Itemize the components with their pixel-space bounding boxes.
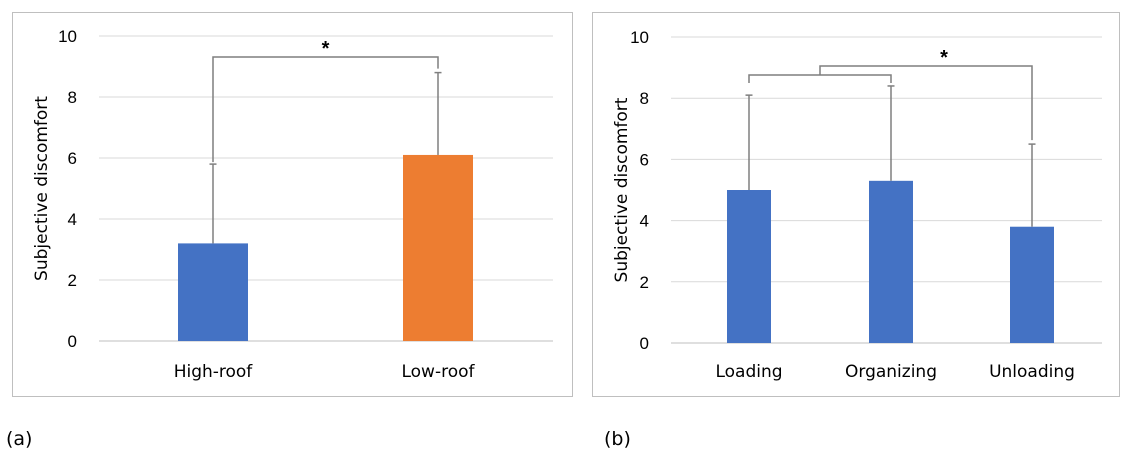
bar-unloading	[1010, 226, 1054, 343]
bar-loading	[727, 190, 771, 343]
y-tick-label-2: 2	[640, 273, 649, 292]
y-tick-label-8: 8	[640, 89, 649, 108]
significance-inner-bracket	[748, 74, 892, 83]
y-tick-label-6: 6	[68, 149, 77, 168]
y-tick-label-0: 0	[640, 334, 649, 353]
x-tick-label-low-roof: Low-roof	[401, 362, 475, 382]
x-tick-label-organizing: Organizing	[845, 362, 937, 382]
panel-label-b: (b)	[604, 428, 631, 450]
bar-low-roof	[403, 154, 473, 341]
y-tick-label-8: 8	[68, 88, 77, 107]
y-tick-label-4: 4	[640, 212, 649, 231]
y-tick-label-0: 0	[68, 332, 77, 351]
chart-panel-a: 0 2 4 6 8 10 Subjective discomfort High-roof Low…	[12, 12, 573, 397]
y-tick-label-6: 6	[640, 150, 649, 169]
significance-outer-bracket	[819, 65, 1033, 141]
y-tick-label-10: 10	[630, 28, 649, 47]
bar-high-roof	[178, 243, 248, 341]
x-tick-label-unloading: Unloading	[989, 362, 1075, 382]
chart-panel-b: 0 2 4 6 8 10 Subjective discomfort Loading Organ…	[592, 12, 1120, 397]
y-tick-label-10: 10	[58, 27, 77, 46]
significance-star: *	[940, 47, 948, 69]
panel-label-a: (a)	[6, 428, 33, 450]
y-axis-label: Subjective discomfort	[32, 96, 52, 281]
significance-star: *	[322, 38, 330, 60]
significance-bracket	[212, 56, 439, 163]
bar-organizing	[869, 180, 913, 343]
y-tick-label-2: 2	[68, 271, 77, 290]
x-tick-label-high-roof: High-roof	[174, 362, 254, 382]
x-tick-label-loading: Loading	[715, 362, 782, 382]
y-axis-label: Subjective discomfort	[612, 97, 632, 282]
chart-b-svg: 0 2 4 6 8 10 Subjective discomfort Loading Organ…	[612, 28, 1102, 382]
chart-a-svg: 0 2 4 6 8 10 Subjective discomfort High-roof Low…	[32, 27, 553, 382]
y-tick-label-4: 4	[68, 210, 77, 229]
